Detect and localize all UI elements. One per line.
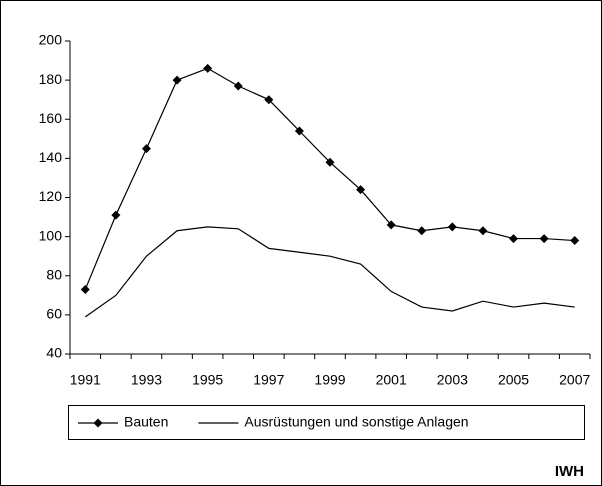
x-tick-label: 2001 <box>376 372 407 388</box>
point-marker <box>325 157 335 167</box>
point-marker <box>294 126 304 136</box>
point-marker <box>172 75 182 85</box>
y-tick-label: 140 <box>39 149 63 165</box>
point-marker <box>356 185 366 195</box>
y-tick-label: 180 <box>39 71 63 87</box>
point-marker <box>203 63 213 73</box>
point-marker <box>264 95 274 105</box>
point-marker <box>417 226 427 236</box>
legend-box <box>68 405 585 440</box>
point-marker <box>509 234 519 244</box>
point-marker <box>478 226 488 236</box>
y-tick-label: 120 <box>39 188 63 204</box>
point-marker <box>111 210 121 220</box>
y-tick-label: 60 <box>46 306 62 322</box>
y-tick-label: 100 <box>39 227 63 243</box>
x-tick-label: 2007 <box>559 372 590 388</box>
x-tick-label: 1997 <box>253 372 284 388</box>
point-marker <box>447 222 457 232</box>
legend-marker <box>93 418 103 428</box>
series-line <box>84 226 575 318</box>
point-marker <box>386 220 396 230</box>
x-tick-label: 2003 <box>437 372 468 388</box>
y-tick-label: 40 <box>46 345 62 361</box>
point-marker <box>570 236 580 246</box>
x-tick-label: 1995 <box>192 372 223 388</box>
point-marker <box>141 144 151 154</box>
x-tick-label: 2005 <box>498 372 529 388</box>
x-tick-label: 1999 <box>314 372 345 388</box>
y-tick-label: 160 <box>39 110 63 126</box>
point-marker <box>80 284 90 294</box>
source-label: IWH <box>555 463 584 480</box>
point-marker <box>233 81 243 91</box>
point-marker <box>539 234 549 244</box>
x-tick-label: 1993 <box>131 372 162 388</box>
legend-label: Ausrüstungen und sonstige Anlagen <box>244 414 468 430</box>
x-tick-label: 1991 <box>70 372 101 388</box>
y-tick-label: 80 <box>46 266 62 282</box>
y-tick-label: 200 <box>39 32 63 48</box>
legend-label: Bauten <box>124 414 168 430</box>
